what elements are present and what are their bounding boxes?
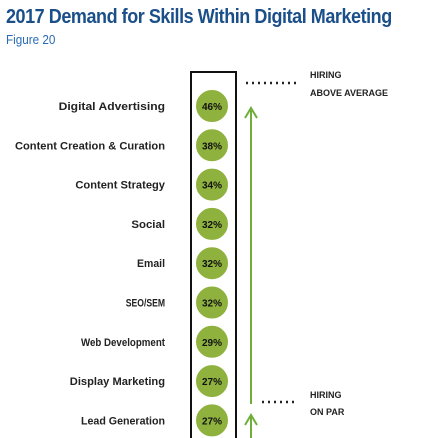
column-outline xyxy=(190,71,237,438)
category-label: Content Creation & Curation xyxy=(15,140,165,152)
value-bubble xyxy=(194,205,230,242)
category-label: Email xyxy=(137,258,165,270)
annotation-top-line1: HIRING xyxy=(310,70,342,80)
value-label: 27% xyxy=(202,416,222,427)
figure-label: Figure 20 xyxy=(6,32,56,47)
value-bubble xyxy=(194,166,230,203)
category-label: Display Marketing xyxy=(70,376,165,388)
value-bubble xyxy=(194,88,230,124)
chart-title: 2017 Demand for Skills Within Digital Ma… xyxy=(6,6,392,28)
value-label: 27% xyxy=(202,377,222,388)
value-bubble xyxy=(194,363,230,400)
value-bubble xyxy=(194,402,230,438)
annotation-top-line2: ABOVE AVERAGE xyxy=(310,88,388,98)
category-label: SEO/SEM xyxy=(126,298,165,310)
category-label: Web Development xyxy=(81,337,165,349)
arrow-head-top xyxy=(244,106,258,119)
hiring-scale: HIRING ABOVE AVERAGE HIRING ON PAR xyxy=(244,70,388,438)
category-label: Digital Advertising xyxy=(59,101,165,113)
value-bubble xyxy=(194,323,230,360)
value-bubble xyxy=(194,284,230,321)
value-label: 32% xyxy=(202,299,222,310)
value-label: 29% xyxy=(202,338,222,349)
value-label: 32% xyxy=(202,259,222,270)
category-labels: Digital Advertising Content Creation & Cu… xyxy=(15,101,166,427)
value-label: 34% xyxy=(202,181,222,192)
annotation-bottom-line2: ON PAR xyxy=(310,407,345,417)
value-label: 32% xyxy=(202,220,222,231)
annotation-bottom-line1: HIRING xyxy=(310,390,342,400)
value-label: 46% xyxy=(202,102,222,113)
value-bubble xyxy=(194,245,230,282)
bubble-column xyxy=(190,71,237,438)
value-bubbles: 46% 38% 34% 32% 32% 32% 29% 27% 27% xyxy=(194,88,230,438)
category-label: Content Strategy xyxy=(75,180,165,192)
arrow-head-bottom xyxy=(244,413,258,426)
value-bubble xyxy=(194,127,230,164)
category-label: Lead Generation xyxy=(81,415,165,427)
value-label: 38% xyxy=(202,141,222,152)
category-label: Social xyxy=(131,219,165,231)
